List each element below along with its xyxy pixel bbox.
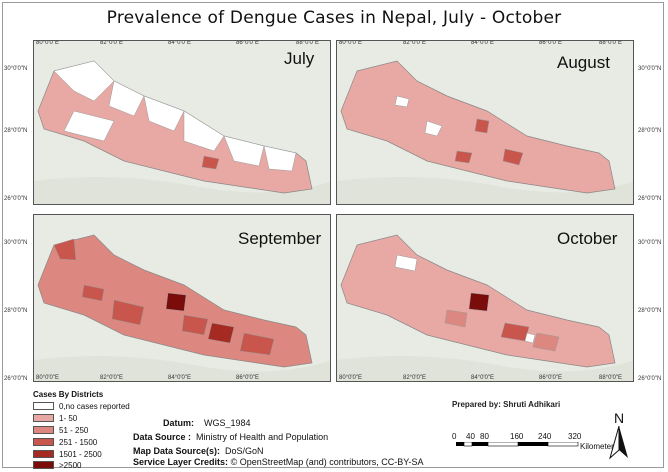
tick-top: 82°0'0"E [403, 40, 427, 46]
legend-item: 0,no cases reported [33, 401, 130, 411]
legend-swatch [33, 426, 54, 434]
tick-bottom: 88°0'0"E [599, 375, 623, 381]
data-source-value: Ministry of Health and Population [196, 432, 329, 442]
tick-bottom: 82°0'0"E [100, 375, 124, 381]
tick-bottom: 86°0'0"E [236, 375, 260, 381]
scale-label: 160 [510, 432, 524, 441]
map-canvas-august [337, 41, 633, 204]
tick-bottom: 80°0'0"E [36, 375, 60, 381]
credits-line: Service Layer Credits: © OpenStreetMap (… [133, 457, 423, 467]
scale-label: 320 [568, 432, 582, 441]
tick-bottom: 84°0'0"E [168, 375, 192, 381]
credits-key: Service Layer Credits: [133, 457, 229, 467]
map-source-key: Map Data Source(s): [133, 446, 221, 456]
map-source-value: DoS/GoN [225, 446, 264, 456]
datum-key: Datum: [163, 418, 194, 428]
prepared-by: Prepared by: Shruti Adhikari [452, 400, 561, 409]
tick-top: 80°0'0"E [36, 40, 60, 46]
tick-left: 26°0'0"N [4, 196, 28, 202]
tick-left: 30°0'0"N [4, 240, 28, 246]
panel-label-august: August [557, 53, 610, 72]
scale-label: 0 [452, 432, 457, 441]
tick-top: 84°0'0"E [168, 40, 192, 46]
map-panel-september: September 80°0'0"E 82°0'0"E 84°0'0"E 86°… [33, 214, 331, 382]
legend-label: 1501 - 2500 [59, 449, 102, 459]
legend-item: 51 - 250 [33, 425, 88, 435]
map-title: Prevalence of Dengue Cases in Nepal, Jul… [106, 8, 562, 28]
map-canvas-july [34, 41, 330, 204]
panel-label-september: September [238, 229, 322, 248]
legend-label: >2500 [59, 460, 82, 470]
legend-label: 1- 50 [59, 413, 78, 423]
scale-label: 40 [466, 432, 475, 441]
north-arrow-icon [609, 425, 628, 460]
legend-swatch [33, 438, 54, 446]
tick-top: 86°0'0"E [236, 40, 260, 46]
legend-item: 251 - 1500 [33, 437, 97, 447]
map-canvas-september [34, 215, 330, 381]
legend-label: 0,no cases reported [59, 401, 130, 411]
tick-right: 30°0'0"N [638, 240, 662, 246]
tick-left: 26°0'0"N [4, 376, 28, 382]
panel-label-july: July [284, 49, 315, 68]
tick-right: 28°0'0"N [638, 308, 662, 314]
scale-unit: Kilometers [580, 442, 618, 451]
legend-item: 1- 50 [33, 413, 77, 423]
north-label: N [613, 410, 625, 426]
legend-item: 1501 - 2500 [33, 449, 102, 459]
tick-right: 28°0'0"N [638, 128, 662, 134]
legend-swatch [33, 461, 54, 469]
tick-top: 88°0'0"E [296, 40, 320, 46]
credits-value: © OpenStreetMap (and) contributors, CC-B… [230, 457, 424, 467]
legend-title: Cases By Districts [33, 390, 104, 399]
tick-left: 28°0'0"N [4, 308, 28, 314]
scale-bar [456, 442, 579, 447]
panel-label-october: October [557, 229, 618, 248]
tick-left: 30°0'0"N [4, 66, 28, 72]
legend-swatch [33, 414, 54, 422]
tick-bottom: 86°0'0"E [539, 375, 563, 381]
north-arrow: N [608, 410, 630, 465]
data-source-key: Data Source : [133, 432, 192, 442]
map-layout-frame [2, 2, 664, 468]
datum-value: WGS_1984 [204, 418, 251, 428]
map-panel-october: October 80°0'0"E 82°0'0"E 84°0'0"E 86°0'… [336, 214, 634, 382]
tick-bottom: 84°0'0"E [471, 375, 495, 381]
data-source-line: Data Source : Ministry of Health and Pop… [133, 432, 328, 442]
tick-bottom: 82°0'0"E [403, 375, 427, 381]
scale-label: 80 [480, 432, 489, 441]
legend-item: >2500 [33, 460, 81, 470]
legend-label: 51 - 250 [59, 425, 89, 435]
map-canvas-october [337, 215, 633, 381]
legend-swatch [33, 450, 54, 458]
tick-right: 26°0'0"N [638, 376, 662, 382]
tick-bottom: 80°0'0"E [339, 375, 363, 381]
tick-left: 28°0'0"N [4, 128, 28, 134]
datum-line: Datum: WGS_1984 [163, 418, 251, 428]
tick-top: 82°0'0"E [100, 40, 124, 46]
tick-top: 88°0'0"E [599, 40, 623, 46]
tick-top: 86°0'0"E [539, 40, 563, 46]
tick-top: 84°0'0"E [471, 40, 495, 46]
tick-right: 30°0'0"N [638, 66, 662, 72]
map-panel-august: August 80°0'0"E 82°0'0"E 84°0'0"E 86°0'0… [336, 40, 634, 205]
legend-label: 251 - 1500 [59, 437, 98, 447]
map-source-line: Map Data Source(s): DoS/GoN [133, 446, 264, 456]
legend-swatch [33, 402, 54, 410]
scale-label: 240 [538, 432, 552, 441]
tick-top: 80°0'0"E [339, 40, 363, 46]
tick-right: 26°0'0"N [638, 196, 662, 202]
map-panel-july: July 80°0'0"E 82°0'0"E 84°0'0"E 86°0'0"E… [33, 40, 331, 205]
